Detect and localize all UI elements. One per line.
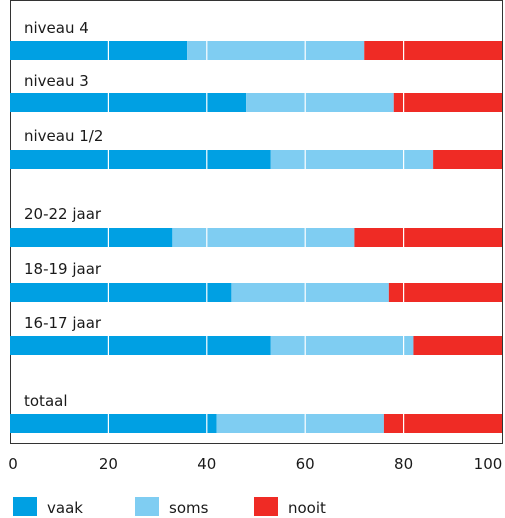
bar-vaak-3 [10, 228, 173, 247]
bar-vaak-1 [10, 93, 247, 112]
bar-soms-4 [231, 283, 389, 302]
x-axis-ticks: 0 20 40 60 80 100 [8, 455, 502, 473]
category-label-3: 20-22 jaar [24, 205, 102, 223]
bar-vaak-0 [10, 41, 188, 60]
bars-group [10, 41, 502, 433]
plot-frame [10, 0, 503, 444]
category-labels: niveau 4 niveau 3 niveau 1/2 20-22 jaar 18-1… [24, 19, 103, 410]
bar-nooit-1 [393, 93, 502, 112]
bar-nooit-5 [413, 336, 502, 355]
bar-soms-5 [270, 336, 414, 355]
bar-nooit-6 [383, 414, 502, 433]
bar-vaak-6 [10, 414, 217, 433]
category-label-1: niveau 3 [24, 72, 89, 90]
x-tick-label-0: 0 [8, 455, 18, 473]
bar-soms-0 [187, 41, 365, 60]
x-tick-label-40: 40 [197, 455, 216, 473]
x-tick-label-80: 80 [394, 455, 413, 473]
legend: vaak soms nooit [13, 497, 326, 517]
x-tick-label-100: 100 [474, 455, 503, 473]
x-tick-label-60: 60 [296, 455, 315, 473]
bar-nooit-4 [388, 283, 502, 302]
gridlines [107, 41, 405, 433]
bar-nooit-2 [433, 150, 502, 169]
bar-soms-1 [246, 93, 394, 112]
bar-soms-2 [270, 150, 434, 169]
legend-swatch-soms [135, 497, 159, 516]
legend-label-nooit: nooit [288, 499, 326, 517]
bar-vaak-4 [10, 283, 232, 302]
legend-label-soms: soms [169, 499, 209, 517]
category-label-2: niveau 1/2 [24, 127, 103, 145]
bar-soms-6 [216, 414, 384, 433]
category-label-5: 16-17 jaar [24, 314, 102, 332]
bar-nooit-3 [354, 228, 502, 247]
bar-vaak-2 [10, 150, 271, 169]
bar-nooit-0 [364, 41, 502, 60]
legend-swatch-nooit [254, 497, 278, 516]
category-label-4: 18-19 jaar [24, 260, 102, 278]
legend-swatch-vaak [13, 497, 37, 516]
category-label-0: niveau 4 [24, 19, 89, 37]
x-tick-label-20: 20 [99, 455, 118, 473]
category-label-6: totaal [24, 392, 68, 410]
bar-soms-3 [172, 228, 355, 247]
legend-label-vaak: vaak [47, 499, 83, 517]
bar-vaak-5 [10, 336, 271, 355]
